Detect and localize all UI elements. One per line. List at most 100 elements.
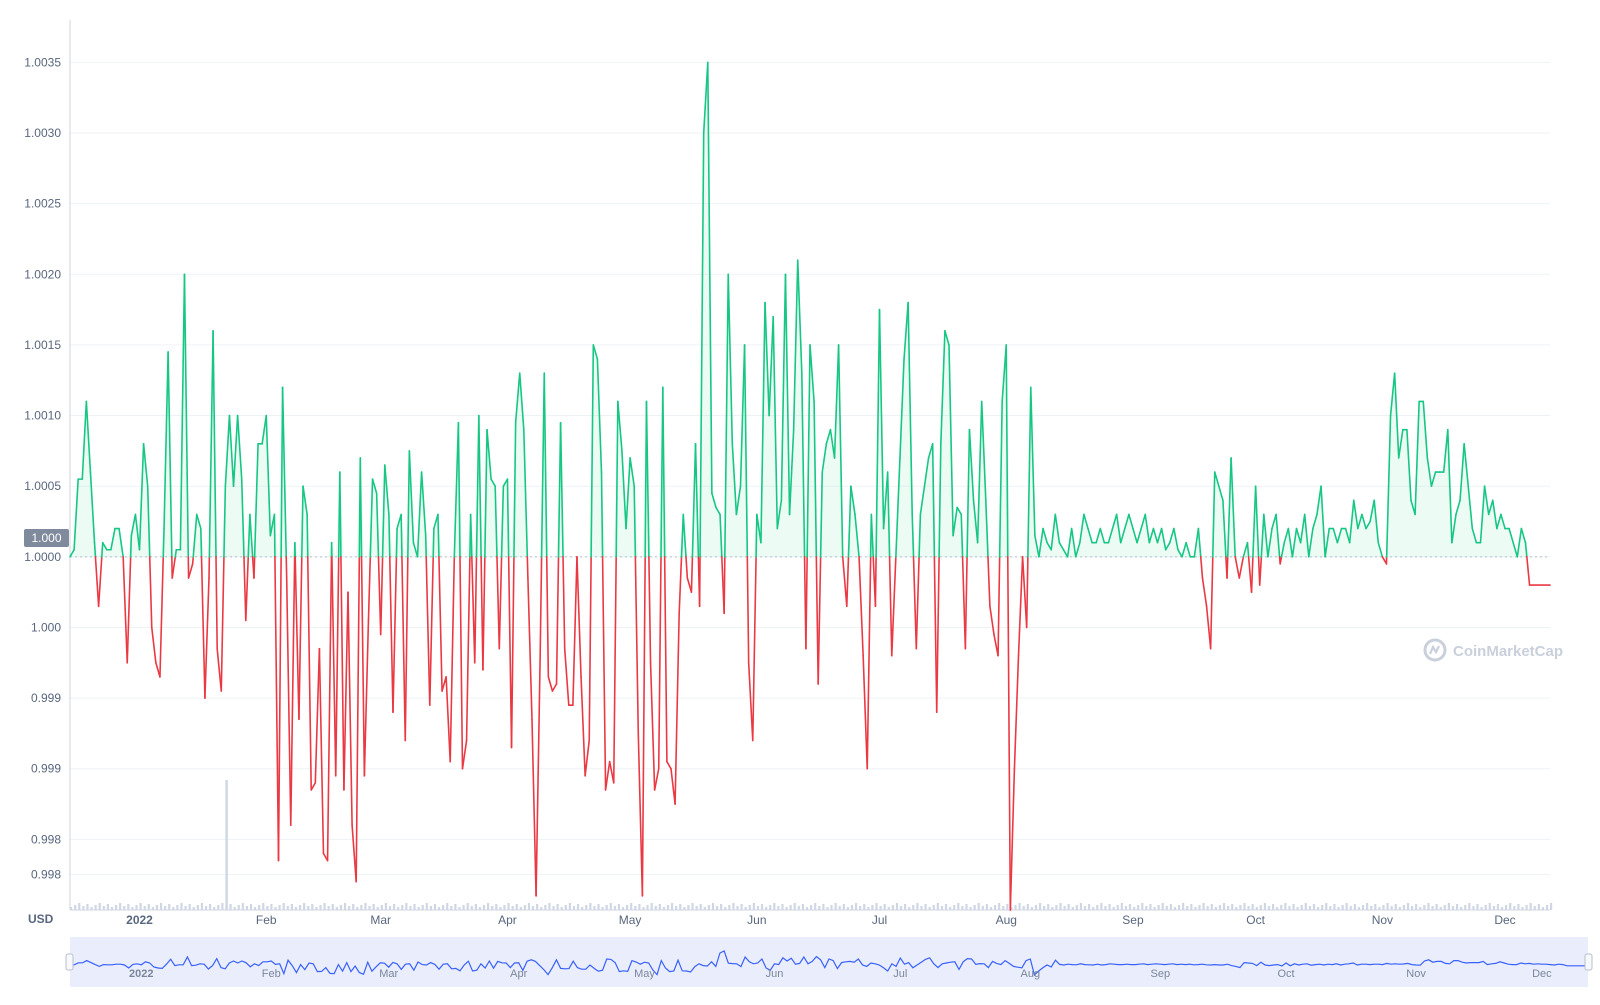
y-tick-label: 0.998 xyxy=(31,832,61,846)
volume-bar xyxy=(1170,904,1172,910)
navigator-handle-left[interactable] xyxy=(66,954,73,970)
price-line-segment xyxy=(95,557,98,606)
volume-bar xyxy=(728,905,730,910)
volume-bar xyxy=(315,907,317,910)
volume-bar xyxy=(70,907,72,910)
volume-bar xyxy=(1100,903,1102,910)
volume-bar xyxy=(409,906,411,910)
y-tick-label: 1.0005 xyxy=(24,479,61,493)
volume-bar xyxy=(638,904,640,910)
volume-bar xyxy=(1129,904,1131,910)
price-line-segment xyxy=(99,557,102,606)
volume-bar xyxy=(1456,904,1458,910)
volume-bar xyxy=(822,904,824,910)
baseline-label: 1.000 xyxy=(24,529,69,547)
price-line-segment xyxy=(601,472,602,557)
volume-bar xyxy=(148,904,150,910)
volume-bar xyxy=(740,904,742,910)
price-line-segment xyxy=(95,543,96,557)
price-line-segment xyxy=(287,578,291,825)
volume-bar xyxy=(1268,906,1270,910)
volume-bar xyxy=(969,907,971,910)
navigator-handle-right[interactable] xyxy=(1585,954,1592,970)
price-line-segment xyxy=(332,557,336,776)
volume-bar xyxy=(1211,904,1213,910)
price-line-segment xyxy=(565,649,569,706)
volume-bar xyxy=(1525,905,1527,910)
volume-bar xyxy=(1190,904,1192,910)
volume-bar xyxy=(401,905,403,910)
price-line-segment xyxy=(336,557,339,776)
price-line-segment xyxy=(557,557,559,684)
price-line-segment xyxy=(747,557,748,663)
volume-bar xyxy=(712,903,714,910)
volume-bar xyxy=(696,906,698,910)
volume-bar xyxy=(348,906,350,910)
volume-bar xyxy=(1076,905,1078,910)
price-line-segment xyxy=(439,557,442,691)
volume-bar xyxy=(471,906,473,910)
volume-bar xyxy=(213,907,215,910)
volume-bar xyxy=(708,905,710,910)
price-line-segment xyxy=(201,529,202,557)
volume-bar xyxy=(454,904,456,910)
price-line-segment xyxy=(389,514,390,556)
volume-bar xyxy=(1513,906,1515,910)
volume-bar xyxy=(397,907,399,910)
price-line-segment xyxy=(642,557,645,896)
volume-bar xyxy=(1096,905,1098,910)
volume-bar xyxy=(189,904,191,910)
navigator-tick-label: Jun xyxy=(766,968,784,980)
price-line-segment xyxy=(328,557,332,861)
price-line-segment xyxy=(665,557,667,762)
volume-bar xyxy=(1137,905,1139,910)
volume-bar xyxy=(344,903,346,910)
price-line-segment xyxy=(540,557,541,656)
volume-bar xyxy=(1362,905,1364,910)
price-line-segment xyxy=(402,557,405,741)
volume-bar xyxy=(1149,904,1151,910)
volume-bar xyxy=(937,903,939,910)
navigator-tick-label: Mar xyxy=(379,968,398,980)
volume-bar xyxy=(1501,907,1503,910)
volume-bar xyxy=(691,903,693,910)
x-tick-label: Aug xyxy=(996,913,1017,927)
volume-bar xyxy=(503,905,505,910)
volume-bar xyxy=(1043,906,1045,910)
navigator-tick-label: May xyxy=(634,968,655,980)
volume-bar xyxy=(798,906,800,910)
volume-bar xyxy=(467,903,469,910)
volume-bar xyxy=(1059,903,1061,910)
volume-bar xyxy=(1023,906,1025,910)
price-line-segment xyxy=(563,557,565,649)
volume-bar xyxy=(389,906,391,910)
volume-bar xyxy=(765,907,767,910)
volume-bar xyxy=(1276,907,1278,910)
volume-bar xyxy=(250,904,252,910)
x-tick-label: May xyxy=(619,913,642,927)
price-line-segment xyxy=(536,656,540,896)
volume-bar xyxy=(434,904,436,910)
volume-bar xyxy=(859,906,861,910)
y-axis: 0.9980.9980.9990.9991.0001.00001.00051.0… xyxy=(24,55,61,881)
volume-bar xyxy=(920,906,922,910)
volume-bar xyxy=(557,904,559,910)
y-tick-label: 0.998 xyxy=(31,868,61,882)
price-line-segment xyxy=(806,557,807,649)
price-line-segment xyxy=(1260,557,1262,585)
volume-bar xyxy=(385,903,387,910)
volume-bar xyxy=(663,907,665,910)
y-tick-label: 1.0000 xyxy=(24,550,61,564)
volume-bar xyxy=(1227,906,1229,910)
price-line-segment xyxy=(163,529,164,557)
price-line-segment xyxy=(152,627,156,662)
x-tick-label: 2022 xyxy=(126,913,153,927)
volume-bar xyxy=(1063,906,1065,910)
volume-bar xyxy=(1284,903,1286,910)
volume-bar xyxy=(965,904,967,910)
price-line-segment xyxy=(1527,557,1530,585)
volume-bar xyxy=(548,903,550,910)
